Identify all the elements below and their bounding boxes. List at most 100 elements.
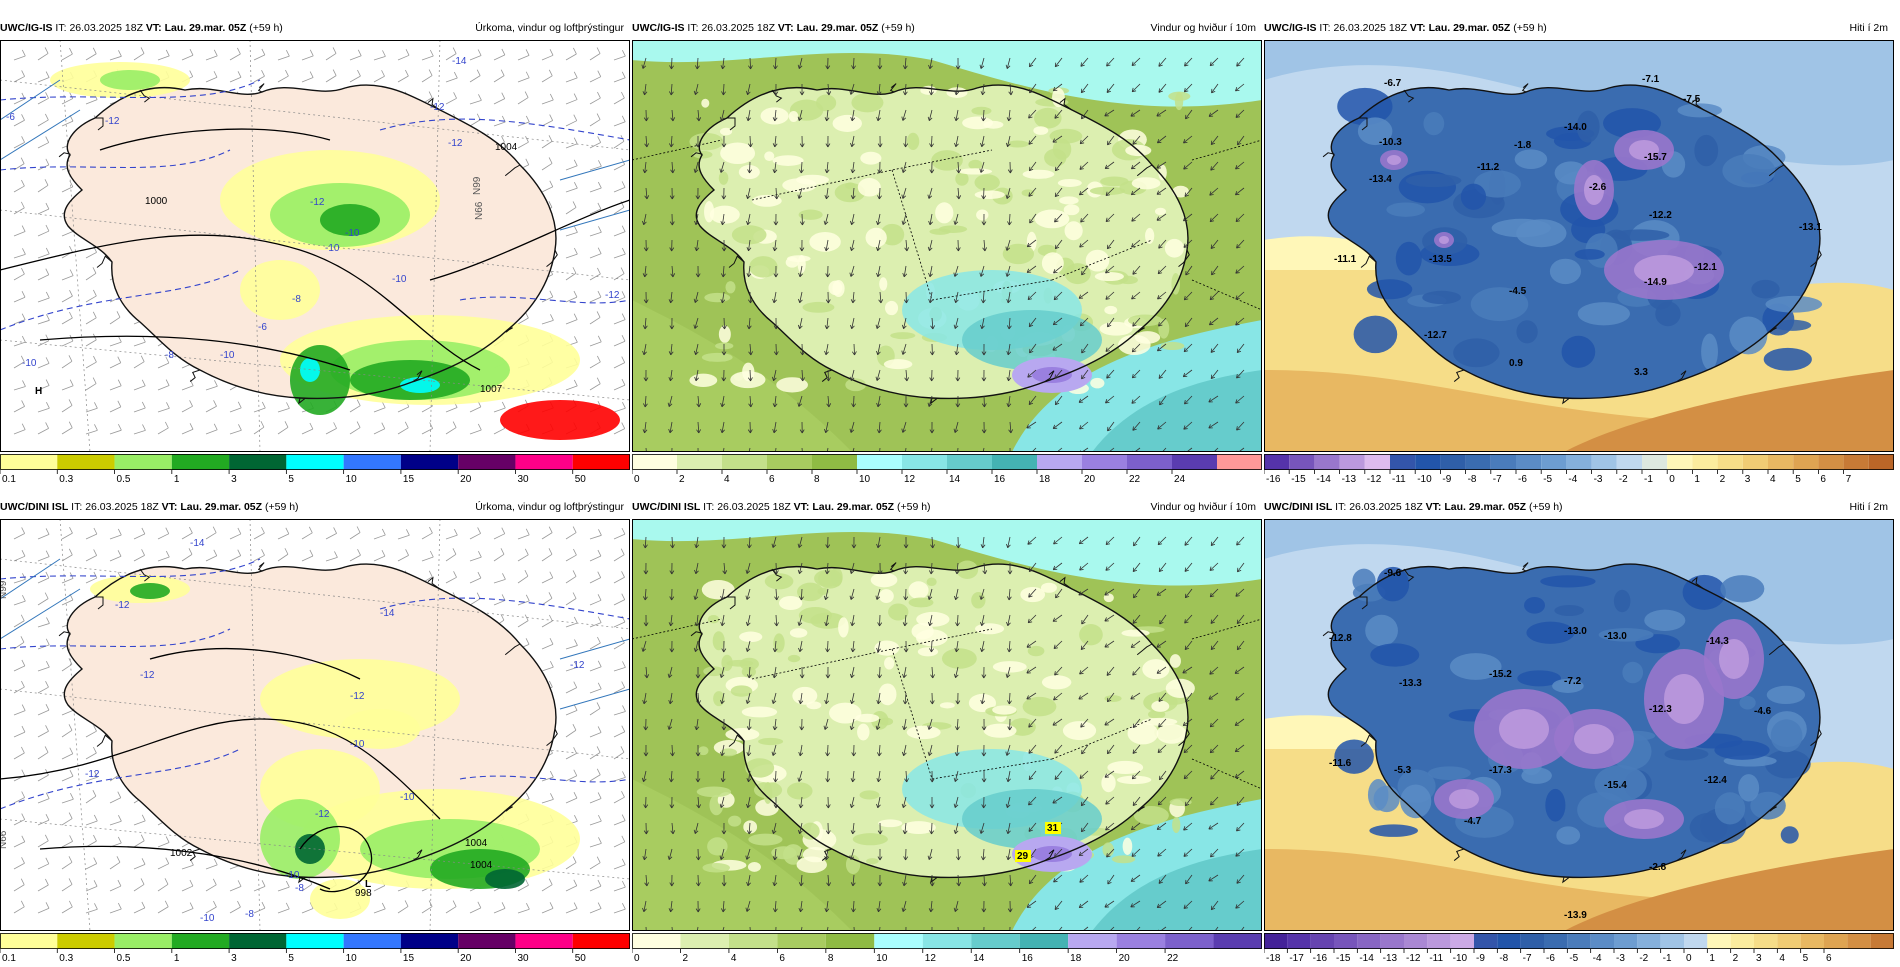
- map-label: -10: [345, 228, 360, 239]
- colorbar-swatch: [573, 454, 630, 470]
- colorbar-tick-label: 24: [1174, 474, 1186, 484]
- colorbar-swatch: [1217, 454, 1262, 470]
- map-label: -10: [285, 870, 300, 881]
- colorbar-swatch: [1172, 454, 1217, 470]
- colorbar-tick-label: 4: [724, 474, 730, 484]
- colorbar-tick-label: -9: [1476, 953, 1485, 963]
- colorbar-swatch: [286, 454, 343, 470]
- colorbar-swatch: [1614, 933, 1637, 949]
- map-label: -12: [140, 670, 155, 681]
- wind-panel-dini: UWC/DINI ISL IT: 26.03.2025 18Z VT: Lau.…: [632, 497, 1262, 967]
- colorbar-tick-label: 15: [403, 953, 415, 963]
- temp-label: -14.3: [1706, 636, 1729, 647]
- colorbar-swatch: [1592, 454, 1617, 470]
- colorbar-swatch: [1566, 454, 1591, 470]
- lead-time: (+59 h): [265, 501, 299, 513]
- map-label: -14: [380, 608, 395, 619]
- valid-time: Lau. 29.mar. 05Z: [165, 22, 247, 34]
- map-label: -8: [295, 883, 304, 894]
- colorbar-swatch: [1567, 933, 1590, 949]
- colorbar-tick-label: 3: [1745, 474, 1751, 484]
- colorbar-swatch: [1801, 933, 1824, 949]
- colorbar-tick-label: 16: [994, 474, 1006, 484]
- init-time: 26.03.2025 18Z: [1333, 22, 1407, 34]
- map-label: -6: [6, 112, 15, 123]
- colorbar-tick-label: 1: [174, 953, 180, 963]
- colorbar-tick-label: -11: [1429, 953, 1443, 963]
- map-label: -8: [165, 350, 174, 361]
- colorbar-swatch: [777, 933, 825, 949]
- map-label: -12: [105, 116, 120, 127]
- temp-label: -15.7: [1644, 152, 1667, 163]
- colorbar-tick-label: -1: [1644, 474, 1653, 484]
- colorbar-swatch: [1404, 933, 1427, 949]
- vt-label: VT:: [1410, 22, 1426, 34]
- temp-label: -10.3: [1379, 137, 1402, 148]
- map-label: N99: [0, 580, 9, 599]
- colorbar-tick-label: 22: [1167, 953, 1179, 963]
- temp-label: -13.9: [1564, 910, 1587, 921]
- colorbar-tick-label: -3: [1594, 474, 1603, 484]
- colorbar-swatch: [344, 454, 401, 470]
- panel-title: Vindur og hviður í 10m: [1151, 18, 1256, 38]
- colorbar-tick-label: -11: [1392, 474, 1406, 484]
- wind-panel-igis: UWC/IG-IS IT: 26.03.2025 18Z VT: Lau. 29…: [632, 18, 1262, 488]
- temperature-map: -6.7-10.3-13.4-11.2-1.8-14.0-7.1-7.5-15.…: [1264, 40, 1894, 452]
- vt-label: VT:: [778, 22, 794, 34]
- colorbar-tick-label: 0.1: [2, 953, 16, 963]
- temp-label: -13.0: [1604, 631, 1627, 642]
- colorbar-tick-label: 2: [679, 474, 685, 484]
- colorbar-swatch: [1381, 933, 1404, 949]
- panel-header: UWC/IG-IS IT: 26.03.2025 18Z VT: Lau. 29…: [1264, 18, 1894, 38]
- map-label: 1002: [170, 848, 193, 859]
- map-label: 1004: [465, 838, 488, 849]
- colorbar-tick-label: 6: [1820, 474, 1826, 484]
- colorbar-swatch: [286, 933, 343, 949]
- colorbar-tick-label: 5: [1795, 474, 1801, 484]
- colorbar-tick-label: 4: [731, 953, 737, 963]
- colorbar-tick-label: 0.3: [59, 474, 73, 484]
- temp-label: -13.5: [1429, 254, 1452, 265]
- model-source: UWC/DINI ISL: [1264, 501, 1332, 513]
- temp-label: -4.7: [1464, 816, 1482, 827]
- colorbar-swatch: [229, 454, 286, 470]
- panel-header: UWC/IG-IS IT: 26.03.2025 18Z VT: Lau. 29…: [632, 18, 1262, 38]
- colorbar-tick-label: 2: [682, 953, 688, 963]
- temp-label: -12.4: [1704, 775, 1727, 786]
- colorbar-swatch: [458, 933, 515, 949]
- colorbar-swatch: [1661, 933, 1684, 949]
- colorbar-tick-label: 6: [779, 953, 785, 963]
- map-label: -14: [452, 56, 467, 67]
- colorbar-tick-label: 20: [1084, 474, 1096, 484]
- temp-label: -13.3: [1399, 678, 1422, 689]
- colorbar-swatch: [992, 454, 1037, 470]
- colorbar-tick-label: -16: [1266, 474, 1281, 484]
- colorbar-tick-label: 4: [1770, 474, 1776, 484]
- colorbar-swatch: [172, 933, 229, 949]
- colorbar-swatch: [1869, 454, 1894, 470]
- valid-time: Lau. 29.mar. 05Z: [812, 501, 894, 513]
- colorbar-swatch: [1415, 454, 1440, 470]
- colorbar-tick-label: -13: [1383, 953, 1398, 963]
- colorbar-swatch: [680, 933, 728, 949]
- panel-title: Úrkoma, vindur og loftþrýstingur: [475, 497, 624, 517]
- temp-label: -4.5: [1509, 286, 1527, 297]
- colorbar-tick-label: 20: [460, 953, 472, 963]
- colorbar-tick-label: 1: [174, 474, 180, 484]
- colorbar-swatch: [1314, 454, 1339, 470]
- gust-label: 31: [1047, 823, 1059, 834]
- colorbar-swatch: [515, 933, 572, 949]
- colorbar-tick-label: -7: [1493, 474, 1502, 484]
- colorbar-swatch: [1390, 454, 1415, 470]
- colorbar-tick-label: 8: [828, 953, 834, 963]
- colorbar-swatch: [1365, 454, 1390, 470]
- colorbar-swatch: [1743, 454, 1768, 470]
- colorbar-tick-label: 5: [288, 953, 294, 963]
- it-label: IT:: [1335, 501, 1346, 513]
- colorbar-swatch: [1127, 454, 1172, 470]
- colorbar-tick-label: 0.1: [2, 474, 16, 484]
- colorbar-swatch: [1521, 933, 1544, 949]
- colorbar-tick-label: 2: [1720, 474, 1726, 484]
